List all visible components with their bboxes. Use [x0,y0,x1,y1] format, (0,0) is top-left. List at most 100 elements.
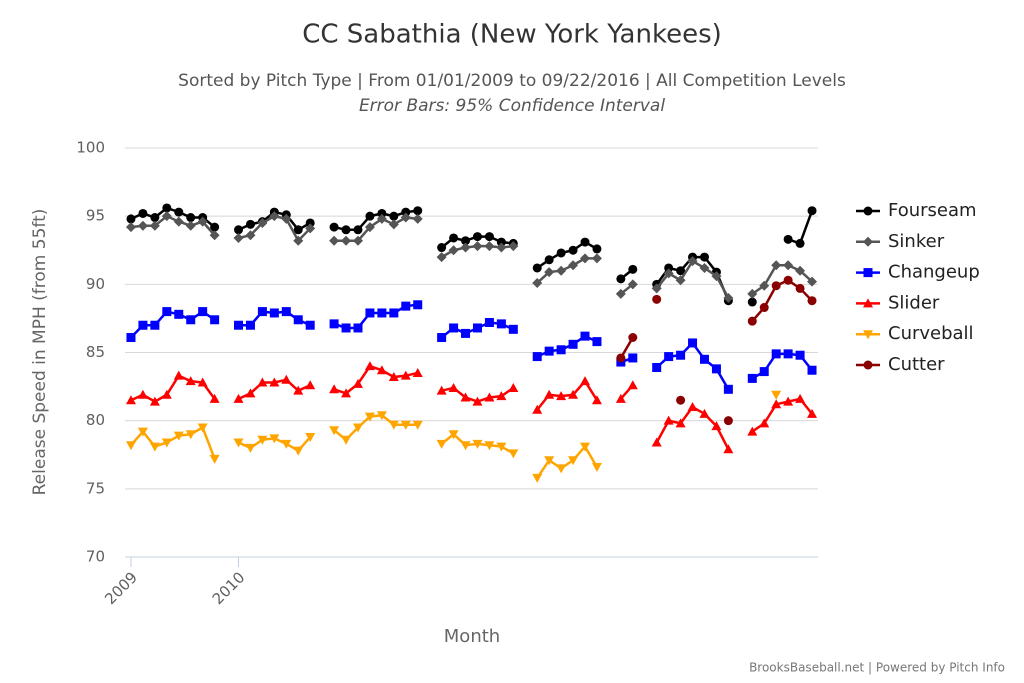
point [461,328,471,338]
point [125,441,136,451]
y-tick-label: 95 [86,207,105,225]
point [556,265,567,276]
point [484,318,494,328]
point [652,294,662,304]
point [436,439,447,449]
point [364,361,375,371]
point [532,277,543,288]
point [437,243,447,253]
point [676,266,686,276]
point [544,255,554,265]
point [687,402,698,412]
point [234,225,244,235]
point [412,367,423,377]
point [723,384,733,394]
point [389,308,399,318]
point [807,296,817,306]
point [245,219,255,229]
point [305,223,316,234]
point [389,211,399,221]
point [783,260,794,271]
point [174,309,184,319]
point [807,365,817,375]
point [376,213,387,224]
point [747,288,758,299]
point [615,393,626,403]
point [365,211,375,221]
point [616,274,626,284]
point [747,426,758,436]
point [711,271,722,282]
point [281,374,292,384]
point [377,208,387,218]
point [400,212,411,223]
point [508,324,518,334]
legend-label: Fourseam [888,200,977,221]
point [198,307,208,317]
point [162,307,172,317]
legend-label: Sinker [888,231,945,252]
point [437,333,447,343]
point [185,430,196,440]
series-line [619,278,813,359]
point [508,382,519,392]
point [771,390,782,400]
point [556,464,567,474]
point [544,389,555,399]
y-tick-label: 75 [86,479,105,497]
point [210,222,220,232]
x-tick-label: 2009 [101,568,141,608]
point [137,427,148,437]
point [161,211,172,222]
point [401,301,411,311]
point [400,370,411,380]
point [663,415,674,425]
point [807,206,817,216]
point [711,364,721,374]
point [759,367,769,377]
point [449,233,459,243]
point [257,217,268,228]
point [364,222,375,233]
point [257,435,268,445]
point [186,315,196,325]
point [628,264,638,274]
y-tick-label: 85 [86,343,105,361]
y-axis-title: Release Speed in MPH (from 55ft) [30,209,50,496]
point [651,437,662,447]
point [699,262,710,273]
point [699,252,709,262]
point [472,439,483,449]
point [688,338,698,348]
chart-title: CC Sabathia (New York Yankees) [302,20,722,50]
point [628,353,638,363]
point [759,303,769,313]
point [676,395,686,405]
point [783,396,794,406]
point [556,345,566,355]
point [186,213,196,223]
point [568,339,578,349]
point [472,323,482,333]
point [544,267,555,278]
subtitle: Error Bars: 95% Confidence Interval [359,96,665,116]
point [173,431,184,441]
point [592,337,602,347]
point [795,350,805,360]
point [580,331,590,341]
point [138,208,148,218]
point [126,214,136,224]
point [329,319,339,329]
point [795,238,805,248]
point [568,260,579,271]
point [496,391,507,401]
point [161,438,172,448]
series-line [130,206,814,302]
point [245,443,256,453]
point [269,211,280,222]
point [460,242,471,253]
point [436,252,447,263]
point [436,385,447,395]
point [329,426,340,436]
point [676,350,686,360]
